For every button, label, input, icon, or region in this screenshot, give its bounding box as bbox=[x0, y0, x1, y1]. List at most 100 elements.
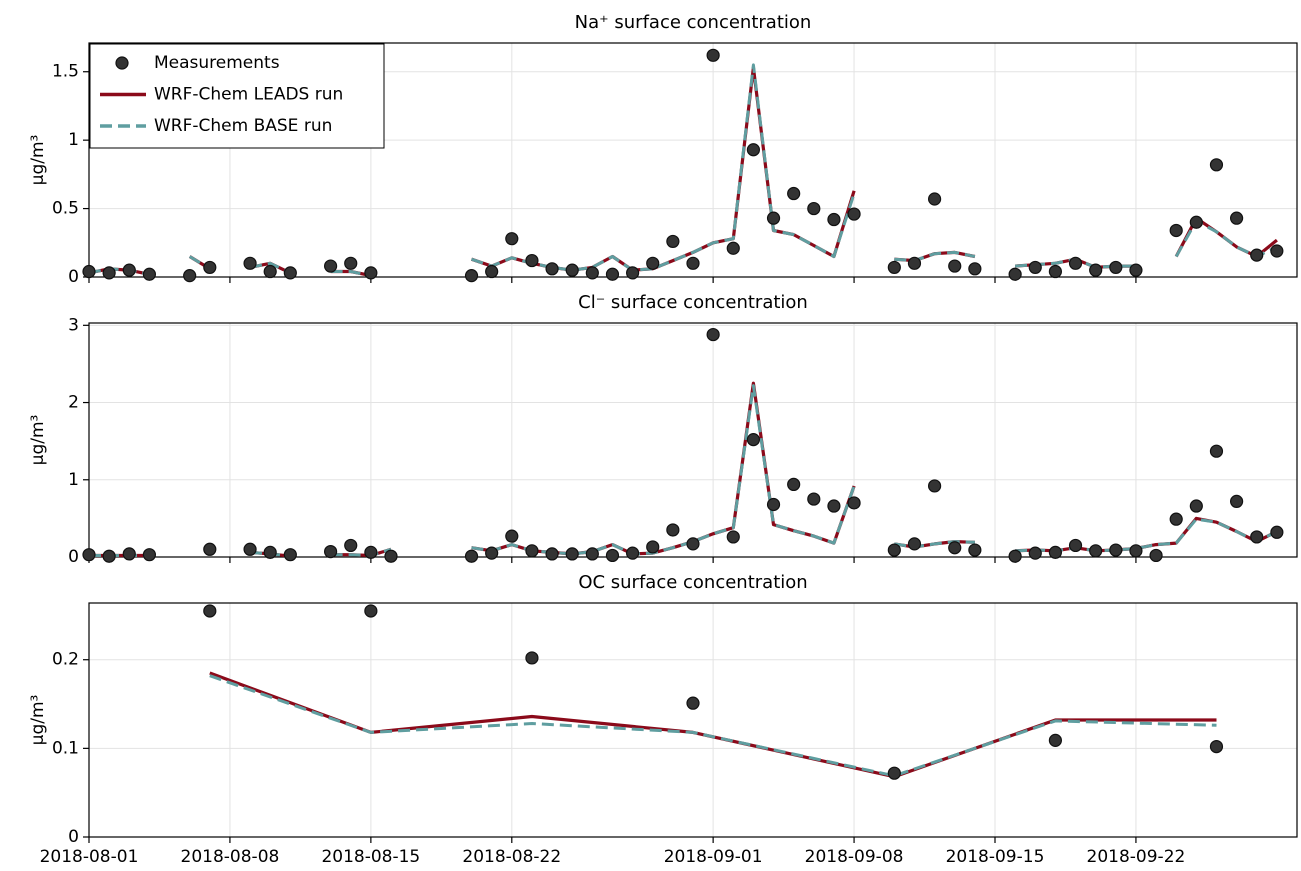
measurement-point bbox=[1229, 494, 1244, 508]
measurement-point bbox=[1089, 263, 1103, 277]
measurement-point bbox=[746, 143, 761, 157]
x-tick-label: 2018-09-01 bbox=[664, 847, 763, 867]
measurement-point bbox=[505, 232, 519, 246]
measurement-point bbox=[102, 549, 116, 563]
measurement-point bbox=[807, 492, 821, 506]
panel-title: Na⁺ surface concentration bbox=[575, 12, 812, 33]
measurement-point bbox=[1270, 244, 1284, 258]
measurement-point bbox=[263, 264, 277, 279]
measurement-point bbox=[545, 547, 559, 561]
measurement-point bbox=[283, 266, 297, 280]
measurement-point bbox=[1129, 263, 1143, 277]
x-tick-label: 2018-08-08 bbox=[181, 847, 280, 867]
measurement-point bbox=[82, 548, 96, 562]
measurement-point bbox=[787, 477, 801, 492]
measurement-point bbox=[384, 549, 398, 563]
measurement-point bbox=[203, 260, 217, 275]
measurement-point bbox=[464, 269, 479, 283]
measurement-point bbox=[726, 530, 740, 544]
measurement-point bbox=[827, 212, 841, 227]
x-tick-label: 2018-09-08 bbox=[805, 847, 904, 867]
measurement-point bbox=[766, 497, 781, 512]
measurement-point bbox=[887, 543, 901, 557]
legend-label: Measurements bbox=[154, 53, 280, 73]
measurement-point bbox=[605, 548, 620, 563]
measurement-point bbox=[525, 651, 539, 665]
measurement-point bbox=[1028, 260, 1042, 275]
model-line bbox=[209, 674, 1217, 778]
measurement-point bbox=[505, 529, 519, 543]
y-tick-label: 1.5 bbox=[52, 62, 79, 82]
axes-frame bbox=[88, 322, 1298, 558]
measurement-point bbox=[927, 479, 942, 493]
x-tick-label: 2018-08-22 bbox=[462, 847, 561, 867]
measurement-point bbox=[344, 538, 358, 553]
measurement-point bbox=[142, 267, 156, 281]
measurement-point bbox=[1109, 260, 1123, 275]
measurement-point bbox=[646, 256, 660, 270]
measurement-point bbox=[1048, 264, 1063, 279]
measurement-point bbox=[1149, 548, 1163, 563]
measurement-point bbox=[1008, 549, 1022, 563]
measurement-point bbox=[646, 540, 660, 554]
measurement-point bbox=[585, 547, 599, 561]
measurement-point bbox=[666, 523, 680, 537]
measurement-point bbox=[927, 192, 942, 206]
measurement-point bbox=[122, 547, 136, 561]
measurement-point bbox=[364, 604, 378, 618]
x-tick-label: 2018-08-01 bbox=[40, 847, 139, 867]
measurement-point bbox=[1169, 223, 1183, 238]
measurement-point bbox=[324, 544, 338, 559]
measurement-point bbox=[968, 262, 982, 276]
x-tick-label: 2018-08-15 bbox=[321, 847, 420, 867]
measurement-point bbox=[726, 241, 740, 255]
measurement-point bbox=[1008, 267, 1022, 281]
measurement-point bbox=[565, 263, 579, 277]
measurement-point bbox=[1189, 215, 1203, 229]
measurement-point bbox=[183, 269, 197, 283]
measurement-point bbox=[203, 542, 217, 556]
measurement-point bbox=[1250, 530, 1264, 544]
measurement-point bbox=[243, 256, 257, 270]
measurement-point bbox=[1129, 544, 1143, 558]
measurement-point bbox=[102, 266, 116, 280]
panel-title: Cl⁻ surface concentration bbox=[578, 292, 808, 313]
y-tick-label: 1 bbox=[68, 130, 79, 150]
y-tick-label: 0 bbox=[68, 267, 79, 287]
measurement-point bbox=[766, 211, 781, 225]
measurement-point bbox=[1169, 512, 1183, 526]
measurement-point bbox=[1270, 525, 1284, 539]
measurement-point bbox=[283, 548, 297, 562]
measurement-point bbox=[807, 201, 821, 216]
measurement-point bbox=[344, 256, 358, 270]
y-tick-label: 1 bbox=[68, 470, 79, 490]
measurement-point bbox=[203, 604, 217, 618]
measurement-point bbox=[364, 266, 378, 280]
legend: Measurements WRF-Chem LEADS run WRF-Chem B… bbox=[89, 43, 385, 149]
measurement-point bbox=[948, 541, 962, 555]
y-tick-label: 0 bbox=[68, 547, 79, 567]
panel-title: OC surface concentration bbox=[578, 572, 807, 593]
y-tick-label: 0.2 bbox=[52, 650, 79, 670]
measurement-point bbox=[485, 546, 499, 560]
y-axis-label: µg/m³ bbox=[28, 415, 48, 466]
y-tick-label: 0.1 bbox=[52, 738, 79, 758]
measurement-point bbox=[565, 547, 579, 561]
measurement-point bbox=[887, 766, 901, 780]
measurement-point bbox=[746, 433, 761, 447]
measurement-point bbox=[907, 256, 922, 270]
measurement-point bbox=[1209, 158, 1224, 172]
x-tick-label: 2018-09-22 bbox=[1087, 847, 1186, 867]
measurement-point bbox=[525, 253, 539, 268]
y-tick-label: 3 bbox=[68, 315, 79, 335]
measurement-point bbox=[666, 234, 680, 249]
measurement-point bbox=[263, 545, 277, 559]
measurement-point bbox=[625, 546, 640, 560]
measurement-point bbox=[686, 256, 700, 270]
x-tick-label: 2018-09-15 bbox=[946, 847, 1045, 867]
measurement-point bbox=[1229, 211, 1244, 225]
y-tick-label: 0.5 bbox=[52, 199, 79, 219]
measurement-point bbox=[1089, 544, 1103, 558]
measurement-point bbox=[887, 260, 901, 275]
measurement-point bbox=[625, 266, 640, 280]
